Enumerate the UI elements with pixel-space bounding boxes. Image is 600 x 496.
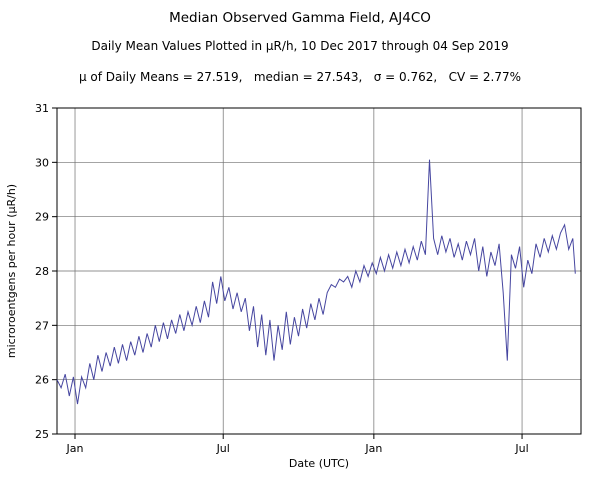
- x-axis-label: Date (UTC): [289, 457, 349, 470]
- x-tick-label: Jan: [66, 442, 84, 455]
- x-tick-label: Jan: [364, 442, 382, 455]
- x-tick-label: Jul: [514, 442, 528, 455]
- y-tick-label: 29: [35, 211, 49, 224]
- y-tick-label: 26: [35, 374, 49, 387]
- gamma-data-line: [56, 159, 576, 405]
- y-axis-label: microroentgens per hour (μR/h): [5, 184, 18, 358]
- x-tick-label: Jul: [216, 442, 230, 455]
- tick-labels: 25 26 27 28 29 30 31 Jan Jul Jan Jul: [35, 102, 529, 455]
- y-tick-label: 25: [35, 428, 49, 441]
- y-tick-label: 28: [35, 265, 49, 278]
- chart-title: Median Observed Gamma Field, AJ4CO: [169, 10, 431, 26]
- grid-lines: [57, 108, 581, 434]
- axis-ticks: [52, 107, 523, 439]
- chart-stats-line: μ of Daily Means = 27.519, median = 27.5…: [78, 70, 522, 84]
- y-tick-label: 31: [35, 102, 49, 115]
- y-tick-label: 30: [35, 156, 49, 169]
- plot-border: [56, 107, 582, 435]
- chart-subtitle: Daily Mean Values Plotted in μR/h, 10 De…: [91, 39, 509, 53]
- y-tick-label: 27: [35, 319, 49, 332]
